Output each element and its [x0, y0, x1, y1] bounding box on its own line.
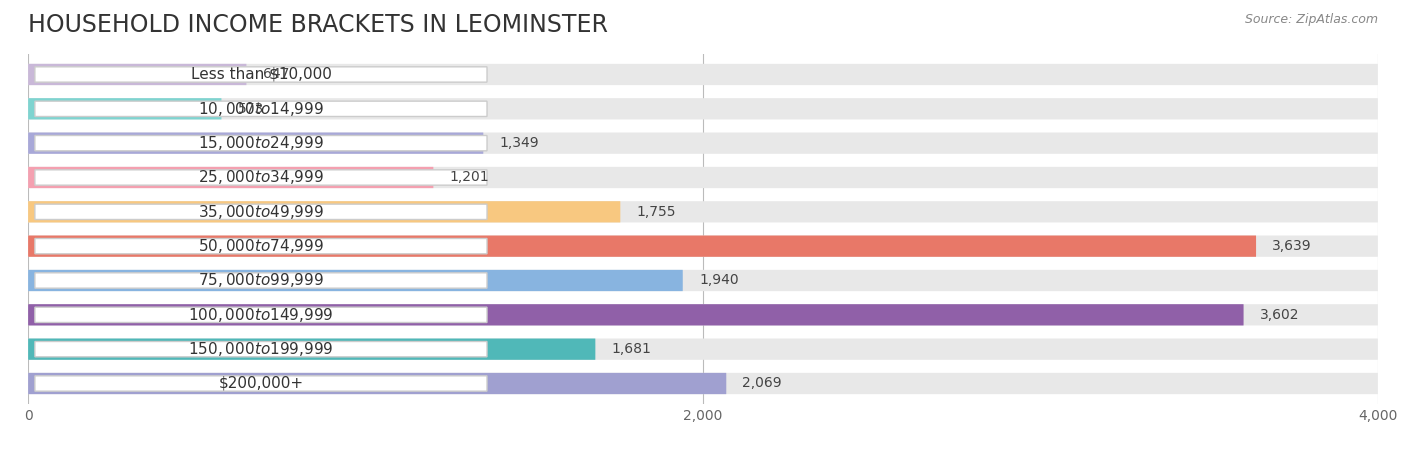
Text: 3,639: 3,639	[1272, 239, 1312, 253]
Text: $50,000 to $74,999: $50,000 to $74,999	[198, 237, 323, 255]
FancyBboxPatch shape	[28, 270, 683, 291]
FancyBboxPatch shape	[28, 167, 1378, 188]
Text: $150,000 to $199,999: $150,000 to $199,999	[188, 340, 333, 358]
Text: $75,000 to $99,999: $75,000 to $99,999	[198, 272, 323, 290]
FancyBboxPatch shape	[28, 132, 484, 154]
Text: 1,681: 1,681	[612, 342, 651, 356]
FancyBboxPatch shape	[28, 98, 1378, 119]
FancyBboxPatch shape	[28, 373, 727, 394]
FancyBboxPatch shape	[28, 201, 1378, 222]
FancyBboxPatch shape	[28, 270, 1378, 291]
FancyBboxPatch shape	[28, 236, 1256, 257]
FancyBboxPatch shape	[28, 64, 246, 85]
FancyBboxPatch shape	[28, 201, 620, 222]
Text: 2,069: 2,069	[742, 377, 782, 391]
FancyBboxPatch shape	[28, 373, 1378, 394]
FancyBboxPatch shape	[35, 238, 486, 254]
Text: $200,000+: $200,000+	[218, 376, 304, 391]
FancyBboxPatch shape	[28, 98, 222, 119]
FancyBboxPatch shape	[35, 273, 486, 288]
Text: Source: ZipAtlas.com: Source: ZipAtlas.com	[1244, 13, 1378, 26]
Text: HOUSEHOLD INCOME BRACKETS IN LEOMINSTER: HOUSEHOLD INCOME BRACKETS IN LEOMINSTER	[28, 13, 609, 37]
Text: $15,000 to $24,999: $15,000 to $24,999	[198, 134, 323, 152]
FancyBboxPatch shape	[35, 101, 486, 116]
FancyBboxPatch shape	[35, 170, 486, 185]
Text: 3,602: 3,602	[1260, 308, 1299, 322]
Text: $100,000 to $149,999: $100,000 to $149,999	[188, 306, 333, 324]
FancyBboxPatch shape	[28, 64, 1378, 85]
FancyBboxPatch shape	[28, 339, 595, 360]
Text: Less than $10,000: Less than $10,000	[191, 67, 332, 82]
FancyBboxPatch shape	[35, 376, 486, 391]
FancyBboxPatch shape	[28, 236, 1378, 257]
FancyBboxPatch shape	[35, 136, 486, 151]
FancyBboxPatch shape	[28, 304, 1378, 326]
Text: 647: 647	[263, 67, 290, 81]
Text: 1,755: 1,755	[637, 205, 676, 219]
Text: 1,940: 1,940	[699, 273, 738, 287]
FancyBboxPatch shape	[35, 342, 486, 357]
FancyBboxPatch shape	[35, 204, 486, 220]
FancyBboxPatch shape	[35, 67, 486, 82]
Text: 573: 573	[238, 102, 264, 116]
Text: $35,000 to $49,999: $35,000 to $49,999	[198, 203, 323, 221]
FancyBboxPatch shape	[28, 304, 1243, 326]
Text: $25,000 to $34,999: $25,000 to $34,999	[198, 168, 323, 186]
FancyBboxPatch shape	[28, 132, 1378, 154]
Text: $10,000 to $14,999: $10,000 to $14,999	[198, 100, 323, 118]
FancyBboxPatch shape	[28, 339, 1378, 360]
FancyBboxPatch shape	[28, 167, 433, 188]
Text: 1,201: 1,201	[450, 171, 489, 185]
Text: 1,349: 1,349	[499, 136, 538, 150]
FancyBboxPatch shape	[35, 307, 486, 322]
